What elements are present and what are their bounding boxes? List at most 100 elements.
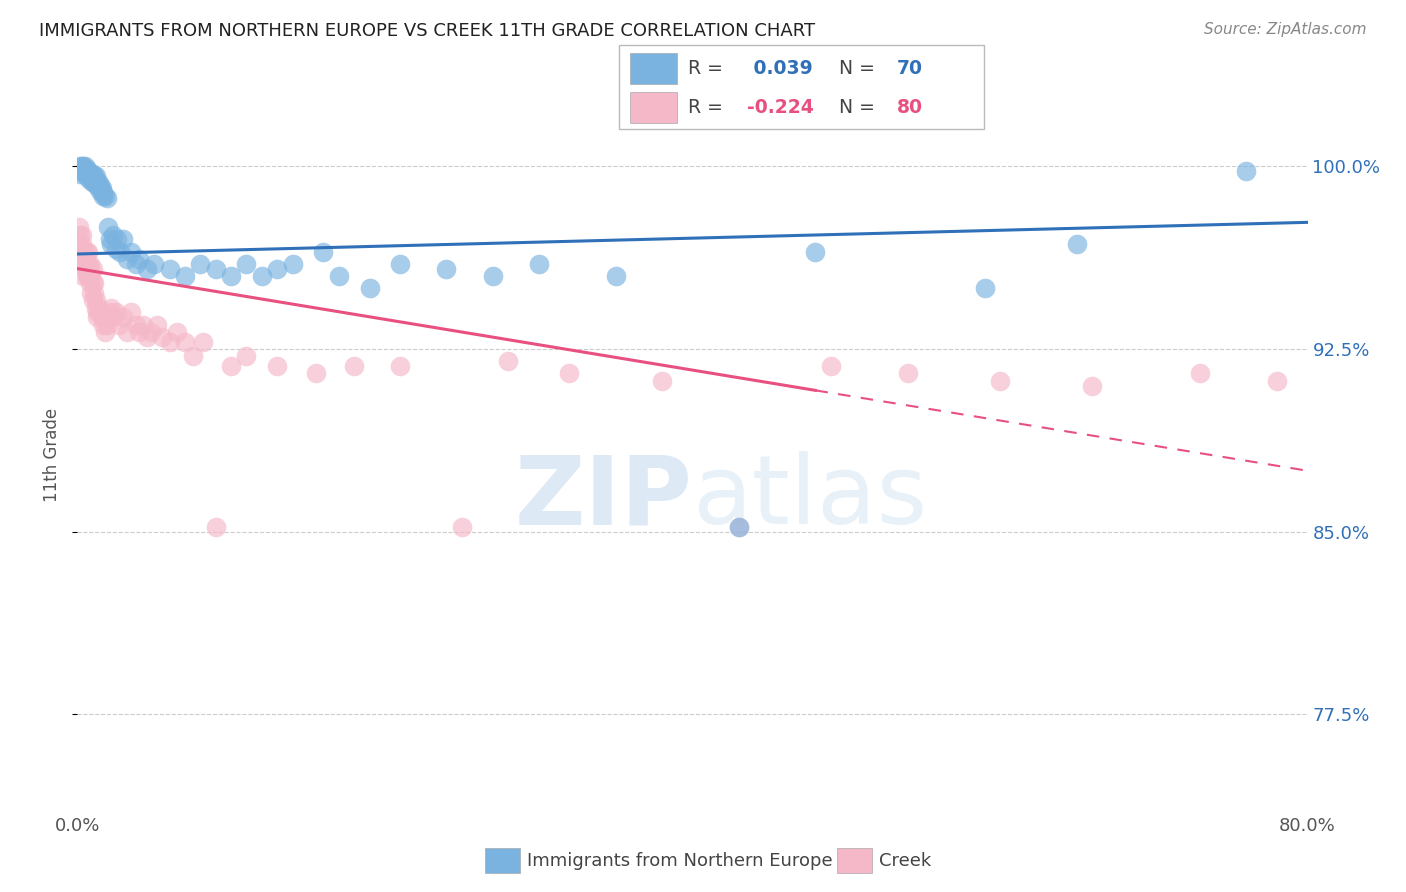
Point [86,174,108,188]
Point [193,334,215,349]
Point [219,359,242,373]
Text: ZIP: ZIP [515,451,693,544]
Point [141,325,163,339]
Bar [630,54,678,84]
Point [105,232,128,246]
Point [79,257,101,271]
Point [558,367,581,381]
Point [266,261,288,276]
Point [89,305,111,319]
Point [159,334,181,349]
Text: R =: R = [688,59,728,78]
Text: 70: 70 [897,59,922,78]
Point [108,318,131,332]
Point [72,257,94,271]
Point [450,520,472,534]
Point [973,281,995,295]
Bar [837,848,872,873]
Point [84,174,107,188]
Point [359,281,381,295]
Point [76,261,98,276]
Point [389,257,412,271]
Point [83,277,105,291]
Point [135,330,157,344]
Point [166,325,188,339]
Text: N =: N = [827,59,882,78]
Point [143,257,166,271]
Point [120,244,142,259]
Y-axis label: 11th Grade: 11th Grade [44,408,62,502]
Point [67,220,90,235]
Point [93,186,115,200]
Point [98,232,121,246]
Point [120,305,142,319]
Point [219,268,242,283]
Point [72,159,94,173]
Point [110,244,132,259]
Text: Immigrants from Northern Europe: Immigrants from Northern Europe [527,852,832,870]
Text: Creek: Creek [879,852,931,870]
Point [527,257,550,271]
Point [84,301,107,315]
Point [93,318,115,332]
Point [204,261,226,276]
Point [76,164,98,178]
Point [69,227,91,242]
Point [146,318,169,332]
Point [1376,374,1399,388]
Point [112,232,135,246]
Point [76,161,98,176]
Point [235,349,257,363]
Point [128,325,150,339]
Point [86,178,108,193]
Point [235,257,257,271]
Point [605,268,627,283]
Point [496,354,519,368]
Point [1265,374,1288,388]
Point [312,244,335,259]
Point [97,220,120,235]
Point [96,191,118,205]
Point [90,310,114,325]
Point [125,257,148,271]
Point [70,159,93,173]
Point [125,318,148,332]
Point [70,164,93,178]
Point [159,261,181,276]
Point [77,164,100,178]
Point [79,167,101,181]
Text: -0.224: -0.224 [747,98,813,117]
Point [73,261,96,276]
Point [80,268,103,283]
Point [804,244,827,259]
Point [94,325,117,339]
Point [84,169,107,183]
Point [651,374,673,388]
Point [727,520,749,534]
Point [73,159,96,173]
Point [188,257,212,271]
Point [174,268,197,283]
Point [77,257,100,271]
FancyBboxPatch shape [619,45,984,129]
Point [132,318,155,332]
Point [86,305,108,319]
Point [69,167,91,181]
Point [82,293,104,308]
Point [436,261,458,276]
Point [70,257,93,271]
Point [727,520,749,534]
Point [305,367,328,381]
Point [389,359,412,373]
Point [70,227,93,242]
Point [181,349,204,363]
Point [82,277,104,291]
Point [266,359,288,373]
Point [1376,384,1399,398]
Point [115,325,138,339]
Point [128,252,150,266]
Point [69,159,91,173]
Point [79,261,101,276]
Point [70,237,93,252]
Point [1066,237,1088,252]
